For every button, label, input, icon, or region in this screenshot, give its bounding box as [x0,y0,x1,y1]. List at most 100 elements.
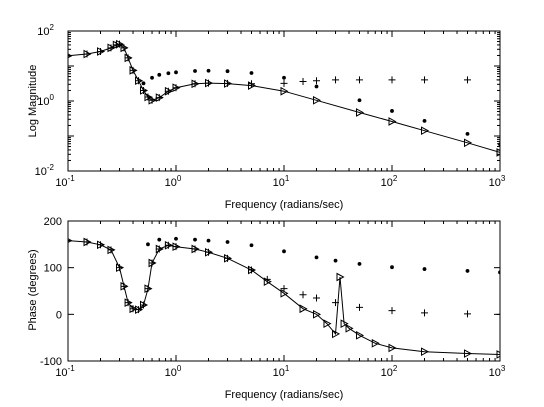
phase-triangle-marker [120,281,129,291]
magnitude-y-tick-label: 100 [37,93,54,108]
magnitude-dot-marker [141,81,146,86]
phase-triangle-marker [172,242,181,252]
magnitude-dot-marker [193,69,197,73]
magnitude-triangle-marker [116,39,125,49]
phase-triangle-marker [205,247,214,257]
magnitude-triangle-marker [313,95,322,105]
phase-triangle-marker [340,319,349,329]
phase-triangle-marker [83,237,92,247]
phase-x-tick-label: 103 [489,364,506,379]
phase-triangle-marker [336,272,345,282]
magnitude-x-tick-label: 100 [165,174,182,189]
phase-triangle-marker [332,329,341,339]
magnitude-triangle-marker [355,108,365,117]
magnitude-x-tick-label: 101 [273,174,290,189]
magnitude-triangle-marker [172,83,181,93]
phase-x-tick-label: 101 [273,364,290,379]
phase-triangle-marker [496,350,500,359]
magnitude-dot-marker [157,72,162,77]
magnitude-triangle-marker [83,49,92,59]
phase-triangle-marker [313,309,322,319]
magnitude-triangle-marker [164,86,173,96]
phase-solid-line [68,240,500,355]
magnitude-triangle-marker [280,86,289,96]
magnitude-dot-marker [282,75,286,80]
magnitude-dot-marker [498,142,500,147]
magnitude-triangle-marker [107,43,116,53]
magnitude-dot-marker [249,71,254,75]
phase-dot-marker [174,236,178,241]
magnitude-dot-marker [174,70,178,75]
magnitude-plus-marker [313,77,321,85]
phase-plus-marker [463,310,471,318]
phase-triangle-marker [144,284,153,294]
phase-triangle-marker [388,343,397,353]
phase-plus-marker [355,303,363,311]
magnitude-triangle-marker [388,117,397,126]
magnitude-dot-marker [357,98,362,103]
magnitude-plus-marker [280,79,288,87]
phase-series-group [68,236,500,359]
phase-triangle-marker [355,330,365,340]
magnitude-x-axis-label: Frequency (radians/sec) [225,199,344,211]
magnitude-triangle-marker [155,93,164,102]
phase-dot-marker [422,267,427,271]
magnitude-triangle-marker [120,43,129,53]
phase-triangle-marker [299,304,308,314]
phase-dot-marker [193,237,197,242]
phase-dot-marker [357,262,362,266]
phase-y-tick-label: 100 [44,263,62,275]
phase-triangle-marker [247,265,257,275]
magnitude-triangle-marker [224,79,233,88]
phase-x-tick-label: 102 [381,364,398,379]
magnitude-dot-marker [314,84,319,89]
phase-y-tick-label: 0 [56,309,62,321]
phase-triangle-marker [280,288,289,298]
magnitude-triangle-marker [421,126,430,136]
phase-triangle-marker [148,258,157,268]
magnitude-triangle-marker [463,138,473,148]
phase-dot-marker [206,238,211,243]
magnitude-triangle-marker [496,148,500,157]
magnitude-triangle-marker [129,66,138,75]
magnitude-triangle-marker [68,53,73,59]
magnitude-plus-marker [299,78,307,86]
phase-triangle-marker [224,253,233,263]
magnitude-triangle-marker [124,53,133,63]
phase-triangle-marker [68,238,73,244]
magnitude-dot-marker [206,68,211,73]
magnitude-plot: Frequency (radians/sec) Log Magnitude 10… [27,23,506,211]
phase-triangle-marker [345,323,354,333]
magnitude-x-tick-label: 103 [489,174,506,189]
phase-dot-marker [282,249,286,254]
phase-triangle-marker [371,338,380,348]
phase-triangle-marker [463,349,473,358]
phase-triangle-marker [135,305,144,315]
phase-plus-marker [313,294,321,302]
phase-triangle-marker [263,277,272,287]
phase-dot-marker [390,265,394,270]
magnitude-triangle-marker [205,78,214,88]
phase-dot-marker [225,240,230,244]
magnitude-y-tick-label: 10-2 [35,163,55,178]
magnitude-plus-marker [463,76,471,84]
magnitude-triangle-marker [144,92,153,102]
magnitude-plus-marker [332,76,340,84]
phase-x-axis-label: Frequency (radians/sec) [225,389,344,401]
magnitude-series-group [68,39,500,157]
phase-plus-marker [68,237,72,245]
magnitude-dot-marker [225,69,230,74]
phase-triangle-marker [139,300,149,310]
phase-dot-marker [333,258,338,263]
phase-dot-marker [157,237,162,242]
phase-triangle-marker [107,245,116,255]
phase-dot-marker [249,243,254,248]
phase-plot: Frequency (radians/sec) Phase (degrees) … [27,216,506,401]
magnitude-plus-marker [388,76,396,84]
phase-plus-marker [299,291,307,299]
magnitude-plus-marker [68,52,72,60]
phase-triangle-marker [155,244,164,254]
phase-y-tick-label: 200 [44,216,62,228]
phase-triangle-marker [129,304,138,314]
